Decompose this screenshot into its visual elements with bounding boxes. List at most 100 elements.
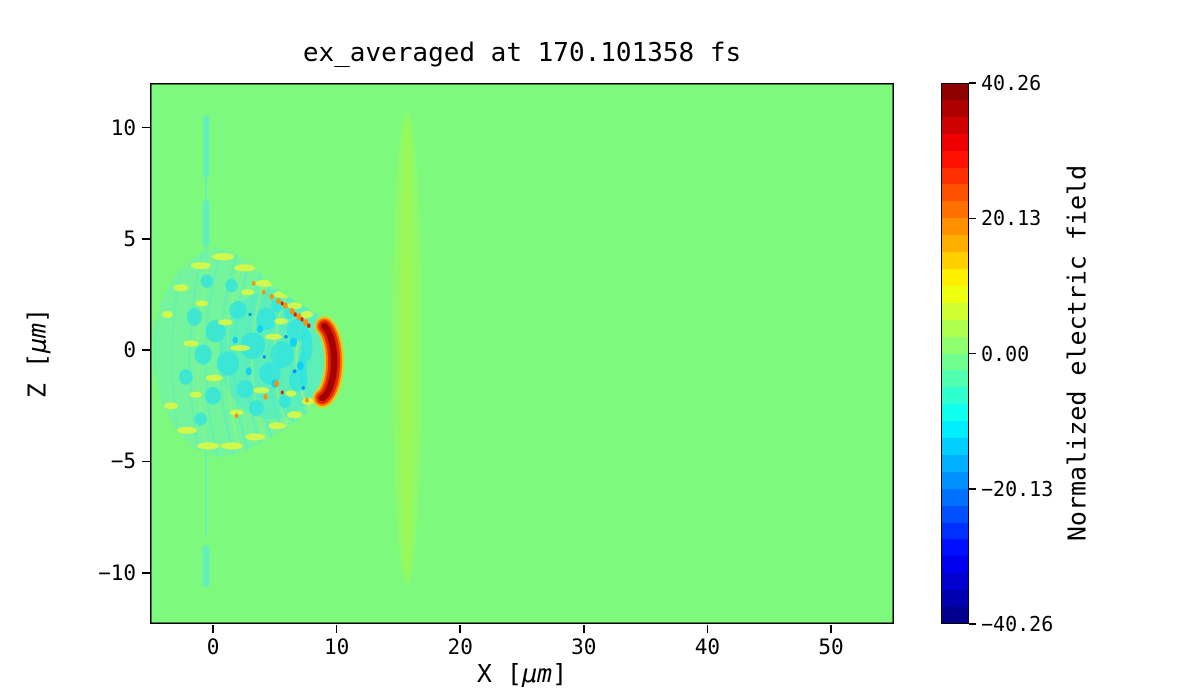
y-axis-label: Z [μm]: [23, 308, 52, 398]
colorbar-band: [941, 116, 969, 134]
x-axis-label-suffix: ]: [552, 659, 568, 688]
y-tick-mark: [142, 238, 150, 240]
blue-speck: [248, 312, 252, 317]
yellow-streak: [161, 310, 173, 319]
colorbar-band: [941, 454, 969, 472]
cyan-patch: [187, 307, 202, 326]
wake-ripple-arc: [153, 247, 289, 457]
colorbar-band: [941, 404, 969, 422]
cyan-patch: [200, 274, 214, 288]
colorbar-tick-label: 20.13: [981, 206, 1042, 231]
y-tick-mark: [142, 349, 150, 351]
yellow-streak: [217, 319, 233, 326]
x-axis-unit: μm: [521, 659, 553, 688]
wake-ripple-arc: [188, 247, 297, 457]
colorbar-tick-label: 40.26: [981, 71, 1042, 95]
deep-cyan-spot: [245, 367, 252, 376]
orange-dot: [274, 380, 280, 387]
colorbar-band: [941, 573, 969, 591]
cyan-patch: [240, 332, 265, 360]
yellow-streak: [189, 391, 202, 398]
colorbar-band: [941, 133, 969, 151]
deep-cyan-spot: [232, 336, 238, 344]
x-axis-label: X [μm]: [150, 659, 894, 688]
y-axis: 10 5 0 −5 −10: [0, 83, 150, 624]
yellow-streak: [268, 422, 286, 430]
plot-title: ex_averaged at 170.101358 fs: [302, 38, 742, 68]
deep-cyan-spot: [296, 361, 304, 371]
colorbar-band: [941, 539, 969, 557]
cyan-patch: [236, 380, 254, 399]
cyan-patch: [204, 386, 222, 405]
cyan-patch: [179, 369, 193, 385]
colorbar-band: [941, 370, 969, 388]
cyan-patch: [256, 307, 277, 331]
orange-dot: [269, 293, 274, 300]
orange-dot: [282, 302, 288, 309]
cyan-patch: [278, 394, 291, 409]
red-dot: [280, 301, 284, 306]
yellow-streak: [229, 409, 244, 416]
red-dot: [280, 390, 284, 395]
x-tick-mark: [706, 625, 709, 633]
colorbar-ticks: 40.26 20.13 0.00 −20.13 −40.26: [969, 71, 1189, 636]
yellow-streak: [285, 390, 297, 397]
colorbar-band: [941, 505, 969, 523]
plot-border: [150, 83, 894, 624]
cyan-patch: [270, 341, 294, 368]
x-tick-mark: [459, 625, 461, 633]
colorbar-band: [941, 353, 969, 371]
yellow-streak: [230, 344, 251, 352]
yellow-streak: [196, 442, 220, 450]
red-dot: [293, 312, 297, 317]
yellow-streak: [264, 333, 283, 340]
x-tick-label: 0: [206, 635, 220, 659]
deep-cyan-spot: [289, 337, 298, 348]
yellow-streak: [253, 387, 270, 394]
cyan-patch: [216, 351, 239, 376]
colorbar-tick-mark: [969, 352, 976, 355]
yellow-streak: [220, 442, 243, 450]
yellow-streak: [240, 289, 255, 296]
y-tick-mark: [142, 572, 150, 574]
wake-ripple-arc: [170, 247, 293, 457]
colorbar-band: [941, 83, 969, 100]
colorbar-band: [941, 319, 969, 337]
colorbar-band: [941, 99, 969, 117]
colorbar-band: [941, 201, 969, 219]
cyan-patch: [286, 318, 308, 342]
y-tick-label: −5: [110, 449, 136, 474]
colorbar-band: [941, 235, 969, 253]
colorbar-band: [941, 488, 969, 506]
colorbar: [941, 83, 969, 624]
y-axis-label-prefix: Z [: [22, 353, 52, 399]
colorbar-band: [941, 421, 969, 439]
yellow-streak: [190, 261, 211, 270]
orange-dot: [234, 413, 239, 419]
colorbar-tick-label: −20.13: [981, 476, 1054, 501]
x-tick-mark: [212, 625, 214, 633]
orange-dot: [289, 307, 295, 315]
x-axis: 0 10 20 30 40 50: [150, 624, 894, 684]
y-tick-mark: [142, 460, 150, 463]
y-tick-label: 0: [123, 338, 136, 363]
colorbar-band: [941, 167, 969, 185]
y-tick-label: 10: [110, 115, 136, 140]
red-dot: [307, 323, 311, 329]
colorbar-tick-mark: [969, 217, 976, 219]
blue-speck: [284, 334, 288, 339]
colorbar-tick-label: 0.00: [981, 341, 1030, 366]
colorbar-band: [941, 184, 969, 202]
yellow-streak: [173, 284, 189, 292]
colorbar-band: [941, 218, 969, 236]
colorbar-tick-mark: [969, 82, 976, 84]
y-tick-label: 5: [123, 226, 136, 251]
yellow-streak: [287, 411, 303, 419]
cyan-patch: [259, 362, 281, 385]
field-heatmap: [150, 83, 894, 624]
blue-speck: [301, 386, 305, 390]
yellow-streak: [211, 253, 235, 261]
colorbar-label: Normalized electric field: [1062, 164, 1092, 542]
x-tick-mark: [583, 625, 585, 633]
